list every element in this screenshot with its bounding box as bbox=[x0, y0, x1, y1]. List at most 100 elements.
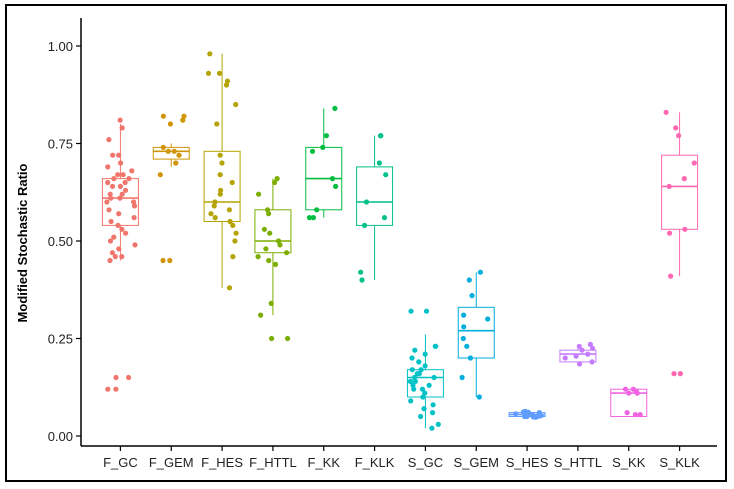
x-tick-label: F_HES bbox=[201, 455, 243, 470]
data-point bbox=[120, 172, 126, 178]
data-point bbox=[167, 257, 173, 264]
data-point bbox=[422, 363, 428, 369]
iqr-box bbox=[610, 388, 648, 418]
data-point bbox=[275, 238, 282, 244]
data-point bbox=[218, 187, 224, 193]
data-point bbox=[212, 215, 218, 221]
data-point bbox=[409, 355, 415, 361]
data-point bbox=[410, 382, 416, 388]
data-point bbox=[108, 195, 114, 201]
data-point bbox=[126, 374, 132, 381]
data-point bbox=[176, 152, 182, 158]
data-point bbox=[587, 341, 594, 347]
data-point bbox=[216, 70, 223, 76]
data-point bbox=[233, 230, 239, 236]
data-point bbox=[268, 300, 274, 306]
data-point bbox=[418, 413, 424, 420]
y-tick-label: 0.75 bbox=[48, 137, 73, 152]
data-point bbox=[160, 144, 166, 150]
data-point bbox=[115, 222, 121, 228]
box-s-gem bbox=[457, 272, 495, 397]
data-point bbox=[411, 386, 417, 392]
y-tick-label: 0.50 bbox=[48, 234, 73, 249]
chart-frame: 0.00 0.25 0.50 0.75 1.00 F_GC F_GEM F_HES F_HTT… bbox=[5, 4, 727, 482]
data-point bbox=[673, 125, 679, 131]
data-point bbox=[666, 183, 672, 189]
data-point bbox=[624, 410, 630, 416]
data-point bbox=[132, 242, 138, 248]
data-point bbox=[107, 191, 113, 197]
data-point bbox=[477, 269, 483, 275]
iqr-box bbox=[356, 166, 394, 226]
data-point bbox=[180, 117, 186, 123]
data-point bbox=[469, 293, 475, 299]
data-point bbox=[332, 105, 338, 111]
data-point bbox=[107, 257, 113, 264]
data-point bbox=[263, 246, 269, 252]
data-point bbox=[119, 191, 125, 197]
x-tick-label: S_GC bbox=[408, 455, 443, 470]
y-tick-label: 1.00 bbox=[48, 39, 73, 54]
x-tick-label: S_KK bbox=[612, 455, 646, 470]
data-point bbox=[416, 371, 422, 377]
data-point bbox=[589, 359, 595, 365]
data-point bbox=[668, 273, 674, 279]
data-point bbox=[466, 277, 472, 283]
data-point bbox=[461, 312, 467, 318]
iqr-box bbox=[559, 349, 597, 363]
data-point bbox=[212, 199, 218, 205]
data-point bbox=[173, 160, 179, 166]
data-point bbox=[217, 172, 223, 178]
iqr-box bbox=[254, 209, 292, 254]
data-point bbox=[671, 371, 677, 377]
data-point bbox=[407, 378, 413, 384]
x-tick-label: F_GC bbox=[103, 455, 138, 470]
data-point bbox=[217, 191, 223, 197]
data-point bbox=[421, 406, 427, 412]
iqr-box bbox=[152, 146, 190, 160]
data-point bbox=[233, 101, 239, 108]
y-axis-label: Modified Stochastic Ratio bbox=[15, 163, 30, 322]
data-point bbox=[681, 176, 687, 182]
data-point bbox=[663, 109, 669, 115]
data-point bbox=[423, 308, 430, 314]
data-point bbox=[419, 386, 426, 392]
data-point bbox=[126, 176, 132, 182]
x-tick-label: F_HTTL bbox=[249, 455, 297, 470]
data-point bbox=[676, 133, 682, 139]
box-f-gem bbox=[152, 143, 190, 167]
data-point bbox=[131, 199, 137, 205]
data-point bbox=[165, 148, 171, 154]
data-point bbox=[577, 361, 583, 367]
data-point bbox=[160, 257, 166, 264]
data-point bbox=[119, 254, 125, 260]
data-point bbox=[106, 137, 112, 143]
data-point bbox=[261, 226, 267, 232]
data-point bbox=[359, 277, 365, 283]
data-point bbox=[269, 335, 275, 342]
data-point bbox=[105, 179, 111, 186]
x-tick-label: F_KLK bbox=[355, 455, 395, 470]
data-point bbox=[412, 347, 418, 353]
data-point bbox=[211, 203, 217, 209]
data-point bbox=[117, 183, 123, 189]
data-point bbox=[118, 160, 124, 166]
data-point bbox=[513, 411, 519, 417]
data-point bbox=[104, 199, 110, 205]
data-point bbox=[131, 203, 138, 209]
data-point bbox=[117, 195, 123, 201]
data-point bbox=[255, 254, 261, 260]
data-point bbox=[112, 254, 118, 260]
data-point bbox=[576, 343, 582, 349]
data-point bbox=[435, 421, 441, 427]
data-point bbox=[226, 207, 232, 213]
data-point bbox=[122, 179, 128, 186]
data-point bbox=[277, 242, 283, 248]
data-point bbox=[358, 269, 364, 275]
data-point bbox=[310, 215, 316, 221]
box-f-hes bbox=[203, 53, 241, 288]
data-point bbox=[431, 374, 437, 381]
data-point bbox=[309, 148, 316, 154]
data-point bbox=[167, 121, 173, 127]
data-point bbox=[562, 355, 568, 361]
